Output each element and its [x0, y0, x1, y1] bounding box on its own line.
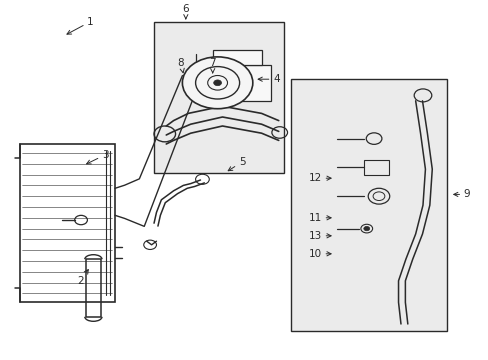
Circle shape: [213, 80, 221, 86]
Bar: [85, 259, 101, 317]
Text: 11: 11: [308, 213, 330, 223]
Bar: [212, 65, 271, 101]
Bar: [290, 79, 447, 331]
Circle shape: [182, 57, 252, 109]
Circle shape: [363, 226, 369, 231]
Text: 1: 1: [67, 17, 94, 34]
Text: 13: 13: [308, 231, 330, 241]
Bar: [212, 50, 261, 65]
Text: 5: 5: [228, 157, 245, 171]
Text: 7: 7: [209, 58, 216, 73]
Text: 12: 12: [308, 173, 330, 183]
Text: 8: 8: [177, 58, 184, 73]
Bar: [364, 160, 388, 175]
Text: 3: 3: [86, 150, 108, 164]
Bar: [154, 22, 283, 173]
Text: 10: 10: [308, 249, 330, 259]
Text: 2: 2: [77, 270, 88, 286]
Bar: [20, 144, 115, 302]
Text: 6: 6: [182, 4, 189, 19]
Text: 4: 4: [258, 74, 279, 84]
Text: 9: 9: [453, 189, 469, 199]
